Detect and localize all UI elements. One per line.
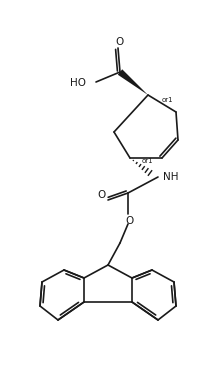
Polygon shape (118, 69, 148, 95)
Text: O: O (116, 37, 124, 47)
Text: O: O (98, 190, 106, 200)
Text: or1: or1 (142, 158, 154, 164)
Text: NH: NH (163, 172, 178, 182)
Text: HO: HO (70, 78, 86, 88)
Text: O: O (126, 216, 134, 226)
Text: or1: or1 (162, 97, 174, 103)
